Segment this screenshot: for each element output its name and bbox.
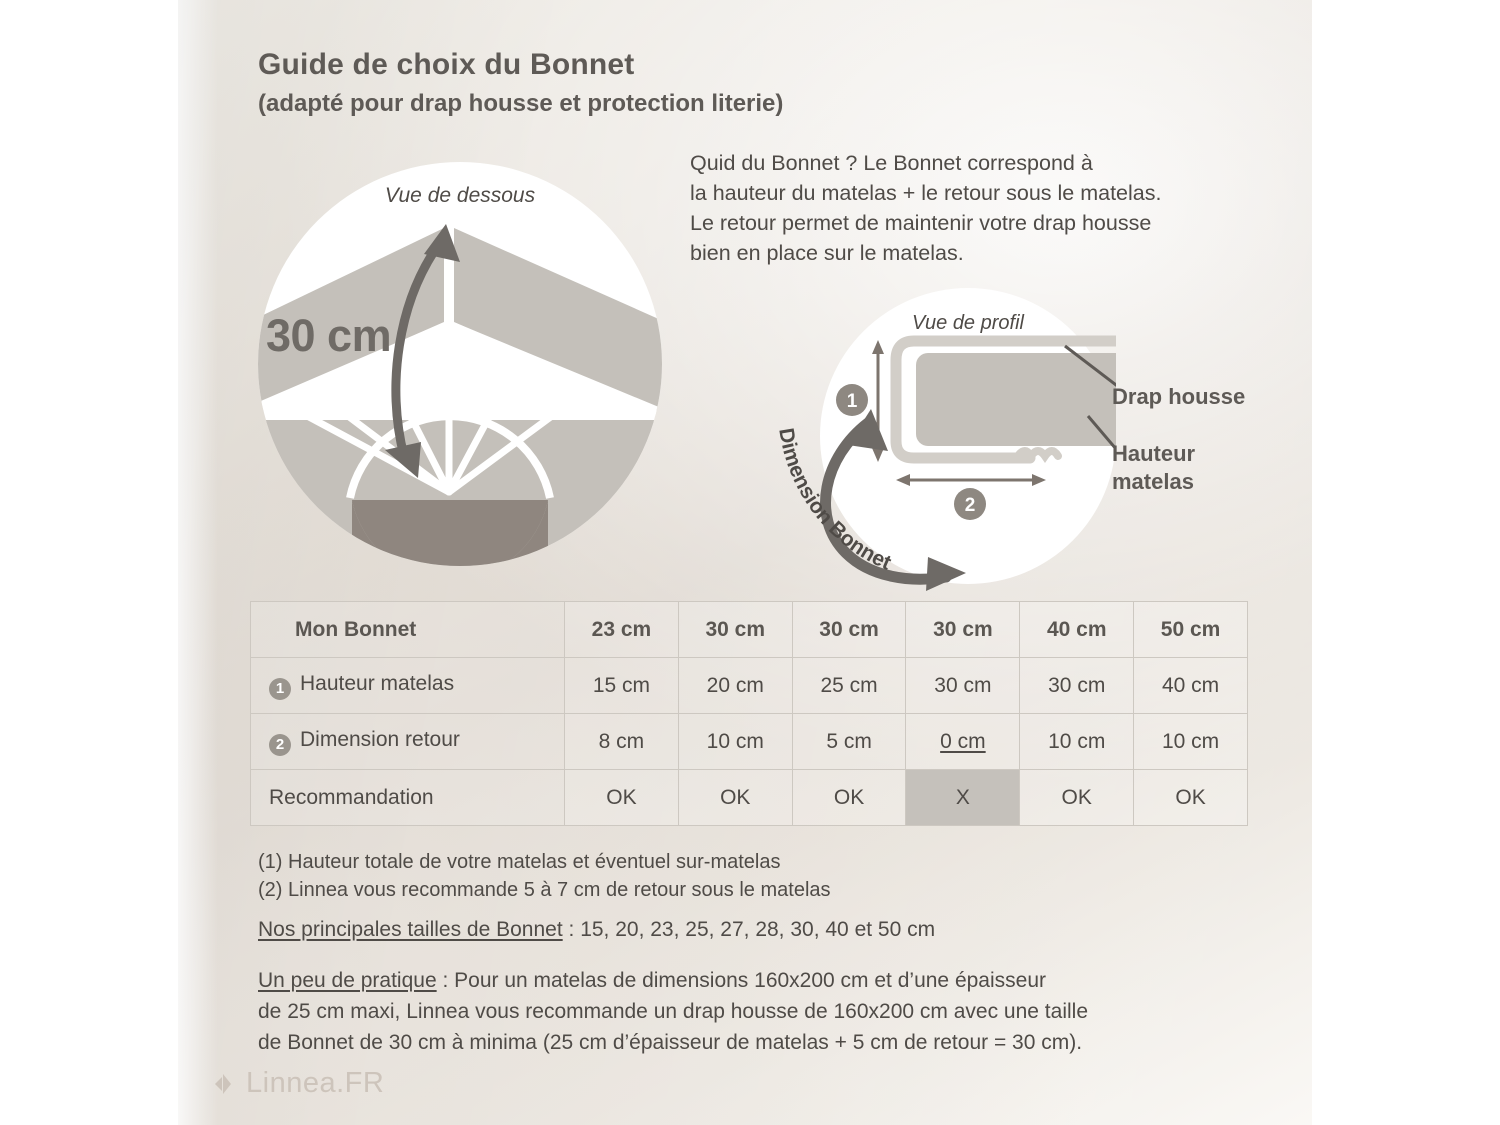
table-row-mattress-height: 1 Hauteur matelas 15 cm 20 cm 25 cm 30 cm… <box>250 657 1248 714</box>
intro-line-4: bien en place sur le matelas. <box>690 241 964 265</box>
profile-view-label: Vue de profil <box>912 312 1024 334</box>
intro-line-2: la hauteur du matelas + le retour sous l… <box>690 181 1162 205</box>
intro-paragraph: Quid du Bonnet ? Le Bonnet correspond à … <box>690 148 1270 268</box>
callout-hauteur-line1: Hauteur <box>1112 441 1196 466</box>
intro-line-3: Le retour permet de maintenir votre drap… <box>690 211 1152 235</box>
table-cell-bonnet-3: 30 cm <box>905 601 1021 658</box>
table-rowheader-mattress-height-label: Hauteur matelas <box>300 671 455 695</box>
page-title: Guide de choix du Bonnet <box>258 48 635 81</box>
table-row-bonnet: Mon Bonnet 23 cm 30 cm 30 cm 30 cm 40 cm… <box>250 601 1248 658</box>
table-rowheader-recommendation: Recommandation <box>250 769 565 826</box>
table-cell-rs-5: 10 cm <box>1133 713 1248 770</box>
table-cell-mh-2: 25 cm <box>791 657 907 714</box>
table-row-return-size: 2 Dimension retour 8 cm 10 cm 5 cm 0 cm 1… <box>250 713 1248 770</box>
table-rowheader-return-size: 2 Dimension retour <box>250 713 565 770</box>
table-cell-rs-3: 0 cm <box>905 713 1021 770</box>
profile-view-diagram: 1 2 Vue de profil <box>820 288 1131 584</box>
table-cell-rs-1: 10 cm <box>677 713 793 770</box>
dimension-bonnet-svg: Dimension Bonnet <box>774 409 966 591</box>
bottom-view-diagram: Vue de dessous 30 cm <box>258 162 662 566</box>
bottom-view-label: Vue de dessous <box>384 184 536 207</box>
table-cell-mh-5: 40 cm <box>1133 657 1248 714</box>
practice-line-1: Un peu de pratique : Pour un matelas de … <box>258 965 1258 996</box>
diamond-leaf-icon <box>215 1073 231 1094</box>
callout-drap-housse: Drap housse <box>1112 384 1246 409</box>
bottom-view-svg <box>258 162 662 566</box>
table-cell-bonnet-5: 50 cm <box>1133 601 1248 658</box>
table-cell-rec-5: OK <box>1133 769 1248 826</box>
practice-line-3: de Bonnet de 30 cm à minima (25 cm d’épa… <box>258 1031 1083 1054</box>
table-cell-rec-1: OK <box>677 769 793 826</box>
footnote-1: (1) Hauteur totale de votre matelas et é… <box>258 851 781 873</box>
table-rowheader-bonnet: Mon Bonnet <box>250 601 565 658</box>
dimension-bonnet-arc: Dimension Bonnet <box>770 405 980 595</box>
practice-paragraph: Un peu de pratique : Pour un matelas de … <box>258 965 1258 1058</box>
profile-view-svg: 1 2 <box>820 288 1131 584</box>
sizes-label: Nos principales tailles de Bonnet <box>258 918 563 941</box>
bonnet-table: Mon Bonnet 23 cm 30 cm 30 cm 30 cm 40 cm… <box>250 601 1248 826</box>
table-cell-mh-3: 30 cm <box>905 657 1021 714</box>
table-cell-rec-3: X <box>905 769 1021 826</box>
practice-line-1-rest: : Pour un matelas de dimensions 160x200 … <box>436 969 1046 992</box>
intro-line-1: Quid du Bonnet ? Le Bonnet correspond à <box>690 151 1093 175</box>
table-rowheader-mattress-height: 1 Hauteur matelas <box>250 657 565 714</box>
bottom-view-measure: 30 cm <box>266 310 392 361</box>
panel-left-vignette <box>178 0 218 1125</box>
table-rowheader-return-size-label: Dimension retour <box>300 727 460 751</box>
table-cell-mh-0: 15 cm <box>564 657 679 714</box>
profile-marker-2: 2 <box>965 495 976 516</box>
sizes-line: Nos principales tailles de Bonnet : 15, … <box>258 918 935 942</box>
page-subtitle: (adapté pour drap housse et protection l… <box>258 90 784 117</box>
table-cell-mh-4: 30 cm <box>1019 657 1135 714</box>
brand-logo: Linnea.FR <box>210 1067 384 1100</box>
table-cell-rec-4: OK <box>1019 769 1135 826</box>
practice-line-2: de 25 cm maxi, Linnea vous recommande un… <box>258 1000 1088 1023</box>
footnotes: (1) Hauteur totale de votre matelas et é… <box>258 848 1158 904</box>
callout-hauteur-line2: matelas <box>1112 469 1194 494</box>
footnote-2: (2) Linnea vous recommande 5 à 7 cm de r… <box>258 879 831 901</box>
table-cell-rs-3-value: 0 cm <box>940 729 986 753</box>
sizes-value: : 15, 20, 23, 25, 27, 28, 30, 40 et 50 c… <box>562 918 936 941</box>
profile-marker-1: 1 <box>847 391 858 412</box>
table-cell-rs-0: 8 cm <box>564 713 679 770</box>
table-cell-rs-4: 10 cm <box>1019 713 1135 770</box>
callout-hauteur-matelas: Hauteur matelas <box>1112 440 1195 496</box>
table-cell-rec-0: OK <box>564 769 679 826</box>
table-cell-rec-2: OK <box>791 769 907 826</box>
table-cell-bonnet-0: 23 cm <box>564 601 679 658</box>
table-cell-bonnet-2: 30 cm <box>791 601 907 658</box>
table-row-recommendation: Recommandation OK OK OK X OK OK <box>250 769 1248 826</box>
table-cell-mh-1: 20 cm <box>677 657 793 714</box>
badge-2: 2 <box>269 733 291 756</box>
badge-1: 1 <box>269 677 291 700</box>
table-cell-bonnet-1: 30 cm <box>677 601 793 658</box>
practice-label: Un peu de pratique <box>258 969 437 992</box>
brand-logo-text: Linnea.FR <box>246 1067 385 1099</box>
table-cell-rs-2: 5 cm <box>791 713 907 770</box>
table-cell-bonnet-4: 40 cm <box>1019 601 1135 658</box>
